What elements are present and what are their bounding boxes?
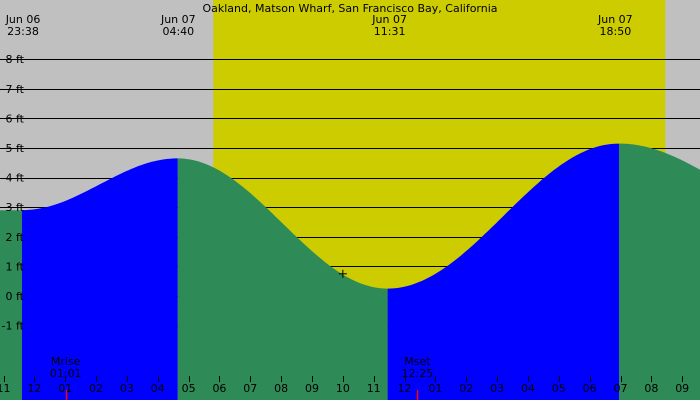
- y-tick-label: 1 ft: [6, 260, 25, 273]
- sun-marker-date: Jun 07: [371, 13, 407, 26]
- falling-tide-area: [0, 210, 22, 400]
- x-tick-label: 12: [27, 382, 41, 395]
- falling-tide-area: [177, 158, 388, 400]
- y-tick-label: 3 ft: [6, 201, 25, 214]
- moon-event-label: Mrise: [51, 355, 81, 368]
- x-tick-label: 02: [459, 382, 473, 395]
- x-ticks: 11 12 01 02 03 04 05 06 07 08 09 10 11 12 01 02 03 04 05 06…: [0, 376, 689, 395]
- rising-tide-area: [387, 143, 619, 400]
- x-tick-label: 04: [521, 382, 535, 395]
- x-tick-label: 08: [274, 382, 288, 395]
- y-tick-label: 2 ft: [6, 231, 25, 244]
- x-tick-label: 01: [58, 382, 72, 395]
- x-tick-label: 06: [583, 382, 597, 395]
- x-tick-label: 11: [367, 382, 381, 395]
- x-tick-label: 10: [336, 382, 350, 395]
- moon-event-label: Mset: [404, 355, 431, 368]
- sun-marker-date: Jun 07: [160, 13, 196, 26]
- rising-tide-area: [22, 158, 178, 400]
- x-tick-label: 03: [490, 382, 504, 395]
- x-tick-label: 04: [151, 382, 165, 395]
- crosshair-marker: [338, 269, 347, 278]
- sun-marker-time: 04:40: [162, 25, 194, 38]
- chart-title: Oakland, Matson Wharf, San Francisco Bay…: [202, 2, 497, 15]
- sun-marker-date: Jun 06: [5, 13, 41, 26]
- sun-marker-time: 23:38: [7, 25, 39, 38]
- y-tick-label: 7 ft: [6, 83, 25, 96]
- x-tick-label: 05: [552, 382, 566, 395]
- x-tick-label: 09: [675, 382, 689, 395]
- y-tick-label: 6 ft: [6, 112, 25, 125]
- y-tick-labels: -1 ft 0 ft 1 ft 2 ft 3 ft 4 ft 5 ft 6 ft 7 ft 8 f…: [2, 53, 25, 332]
- y-tick-label: 8 ft: [6, 53, 25, 66]
- moon-event-time: 01:01: [50, 367, 82, 380]
- x-tick-label: 07: [243, 382, 257, 395]
- sun-marker-date: Jun 07: [597, 13, 633, 26]
- y-tick-label: 0 ft: [6, 290, 25, 303]
- y-tick-label: 5 ft: [6, 142, 25, 155]
- tide-series: [0, 143, 700, 400]
- x-tick-label: 11: [0, 382, 11, 395]
- x-tick-label: 09: [305, 382, 319, 395]
- y-tick-label: 4 ft: [6, 172, 25, 185]
- x-tick-label: 06: [212, 382, 226, 395]
- x-tick-label: 01: [428, 382, 442, 395]
- x-tick-label: 12: [398, 382, 412, 395]
- x-tick-label: 08: [644, 382, 658, 395]
- falling-tide-area: [619, 143, 700, 400]
- sun-marker-time: 11:31: [374, 25, 406, 38]
- x-tick-label: 07: [614, 382, 628, 395]
- x-tick-label: 05: [182, 382, 196, 395]
- x-tick-label: 03: [120, 382, 134, 395]
- x-tick-label: 02: [89, 382, 103, 395]
- moon-event-time: 12:25: [402, 367, 434, 380]
- sun-marker-time: 18:50: [600, 25, 632, 38]
- y-tick-label: -1 ft: [2, 320, 25, 333]
